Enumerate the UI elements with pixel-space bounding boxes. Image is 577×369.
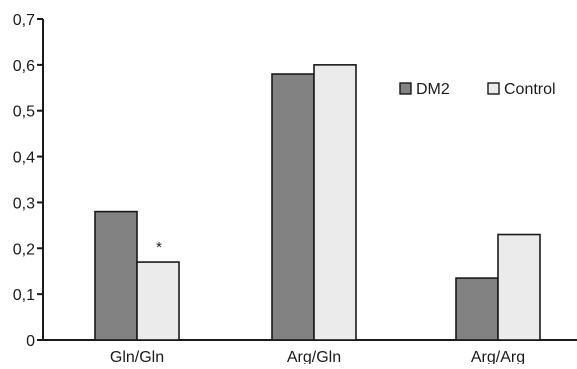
y-tick-label: 0,4 xyxy=(13,150,35,167)
labels: 0 0,1 0,2 0,3 0,4 0,5 0,6 0,7 Gln/Gln Arg/Gln Arg/… xyxy=(13,12,525,366)
bars xyxy=(94,64,541,341)
bar-dm2-0 xyxy=(94,210,138,341)
bar-control-2 xyxy=(497,233,541,341)
legend-label-control: Control xyxy=(504,81,556,98)
legend: DM2 Control xyxy=(399,81,556,98)
bar-dm2-2 xyxy=(455,277,499,341)
y-tick-label: 0,2 xyxy=(13,241,35,258)
y-tick-label: 0 xyxy=(26,333,35,350)
x-tick-label: Arg/Gln xyxy=(287,349,341,364)
legend-swatch-control xyxy=(487,82,500,95)
bar-control-1 xyxy=(313,64,357,341)
legend-swatch-dm2 xyxy=(399,82,412,95)
y-tick-label: 0,6 xyxy=(13,58,35,75)
x-tick-label: Arg/Arg xyxy=(471,349,525,364)
y-tick-label: 0,7 xyxy=(13,12,35,29)
significance-annotation: * xyxy=(156,239,162,256)
x-tick-label: Gln/Gln xyxy=(110,349,164,364)
bar-control-0 xyxy=(136,261,180,341)
y-tick-label: 0,5 xyxy=(13,104,35,121)
bar-dm2-1 xyxy=(271,73,315,341)
y-tick-label: 0,1 xyxy=(13,287,35,304)
legend-label-dm2: DM2 xyxy=(416,81,450,98)
y-tick-label: 0,3 xyxy=(13,195,35,212)
